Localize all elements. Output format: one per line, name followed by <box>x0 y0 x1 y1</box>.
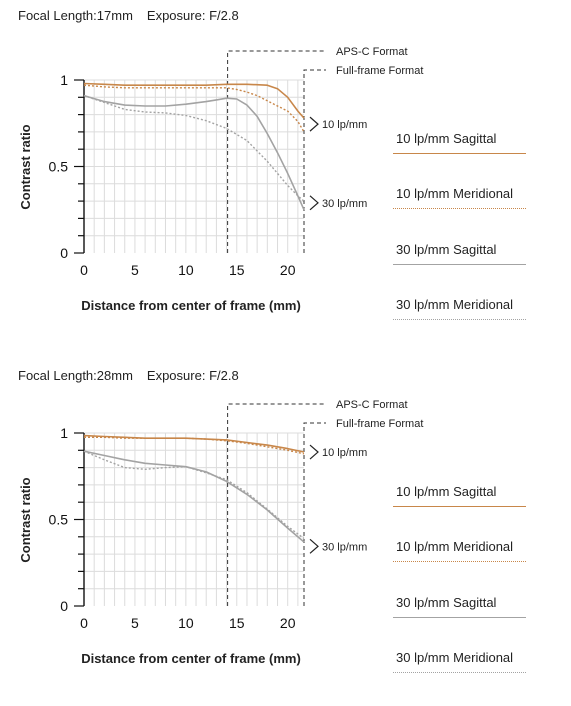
focal-length-value: 28mm <box>96 368 133 383</box>
legend-swatch <box>393 264 526 265</box>
y-axis-title: Contrast ratio <box>18 477 33 562</box>
x-axis-title: Distance from center of frame (mm) <box>81 651 301 666</box>
legend-label: 30 lp/mm Meridional <box>396 297 514 312</box>
series-line <box>83 450 305 540</box>
series-line <box>83 84 305 133</box>
legend-label: 30 lp/mm Sagittal <box>396 242 497 257</box>
apsc-marker-line <box>227 403 326 606</box>
y-tick-label: 0.5 <box>49 512 69 528</box>
legend-label: 30 lp/mm Meridional <box>396 650 514 665</box>
series-line <box>83 94 305 202</box>
freq-bracket-icon <box>309 538 319 554</box>
series-line <box>83 94 305 211</box>
x-tick-label: 10 <box>178 615 194 631</box>
chart-header: Focal Length:28mm Exposure: F/2.8 <box>18 368 239 383</box>
fullframe-format-label: Full-frame Format <box>336 65 423 77</box>
apsc-format-label: APS-C Format <box>336 399 408 411</box>
x-tick-label: 0 <box>80 262 88 278</box>
legend-swatch <box>393 561 526 562</box>
legend-label: 10 lp/mm Meridional <box>396 539 514 554</box>
y-tick-label: 0 <box>60 245 68 261</box>
y-tick-label: 1 <box>60 72 68 88</box>
focal-length-label: Focal Length: <box>18 368 97 383</box>
apsc-marker-line <box>227 50 326 253</box>
legend-swatch <box>393 153 526 154</box>
legend-swatch <box>393 672 526 673</box>
freq-bracket-icon <box>309 195 319 211</box>
freq-30-label: 30 lp/mm <box>322 198 367 210</box>
freq-bracket-icon <box>309 116 319 132</box>
focal-length-value: 17mm <box>96 8 133 23</box>
legend-label: 30 lp/mm Sagittal <box>396 595 497 610</box>
freq-bracket-icon <box>309 444 319 460</box>
fullframe-marker-line <box>303 69 326 253</box>
exposure-label: Exposure: <box>146 368 206 383</box>
fullframe-format-label: Full-frame Format <box>336 418 423 430</box>
x-tick-label: 15 <box>229 262 245 278</box>
y-tick-label: 0.5 <box>49 159 69 175</box>
legend-swatch <box>393 208 526 209</box>
legend-label: 10 lp/mm Sagittal <box>396 484 497 499</box>
legend-item: 30 lp/mm Sagittal <box>393 242 526 272</box>
series-line <box>84 436 305 455</box>
y-tick-label: 0 <box>60 598 68 614</box>
legend-item: 10 lp/mm Meridional <box>393 539 526 569</box>
legend-label: 10 lp/mm Sagittal <box>396 131 497 146</box>
x-tick-label: 20 <box>280 262 296 278</box>
x-tick-label: 15 <box>229 615 245 631</box>
legend-label: 10 lp/mm Meridional <box>396 186 514 201</box>
fullframe-marker-line <box>303 422 326 606</box>
y-axis-title: Contrast ratio <box>18 124 33 209</box>
legend-item: 10 lp/mm Sagittal <box>393 484 526 514</box>
legend-swatch <box>393 319 526 320</box>
chart-header: Focal Length:17mm Exposure: F/2.8 <box>18 8 239 23</box>
freq-10-label: 10 lp/mm <box>322 119 367 131</box>
legend-item: 10 lp/mm Meridional <box>393 186 526 216</box>
legend-swatch <box>393 506 526 507</box>
x-tick-label: 10 <box>178 262 194 278</box>
legend-swatch <box>393 617 526 618</box>
mtf-chart-panel: Focal Length:28mm Exposure: F/2.8 0 0.5 1 0 5… <box>0 353 571 706</box>
x-tick-label: 5 <box>131 262 139 278</box>
legend-item: 30 lp/mm Meridional <box>393 297 526 327</box>
freq-30-label: 30 lp/mm <box>322 541 367 553</box>
legend-item: 10 lp/mm Sagittal <box>393 131 526 161</box>
x-axis-title: Distance from center of frame (mm) <box>81 298 301 313</box>
focal-length-label: Focal Length: <box>18 8 97 23</box>
x-tick-label: 0 <box>80 615 88 631</box>
y-tick-label: 1 <box>60 425 68 441</box>
series-line <box>83 82 305 119</box>
freq-10-label: 10 lp/mm <box>322 447 367 459</box>
x-tick-label: 20 <box>280 615 296 631</box>
exposure-value: F/2.8 <box>209 368 239 383</box>
x-tick-label: 5 <box>131 615 139 631</box>
legend-item: 30 lp/mm Sagittal <box>393 595 526 625</box>
exposure-label: Exposure: <box>146 8 206 23</box>
exposure-value: F/2.8 <box>209 8 239 23</box>
legend-item: 30 lp/mm Meridional <box>393 650 526 680</box>
apsc-format-label: APS-C Format <box>336 46 408 58</box>
series-line <box>83 450 305 543</box>
mtf-chart-panel: Focal Length:17mm Exposure: F/2.8 0 0.5 1 0 5… <box>18 8 526 327</box>
